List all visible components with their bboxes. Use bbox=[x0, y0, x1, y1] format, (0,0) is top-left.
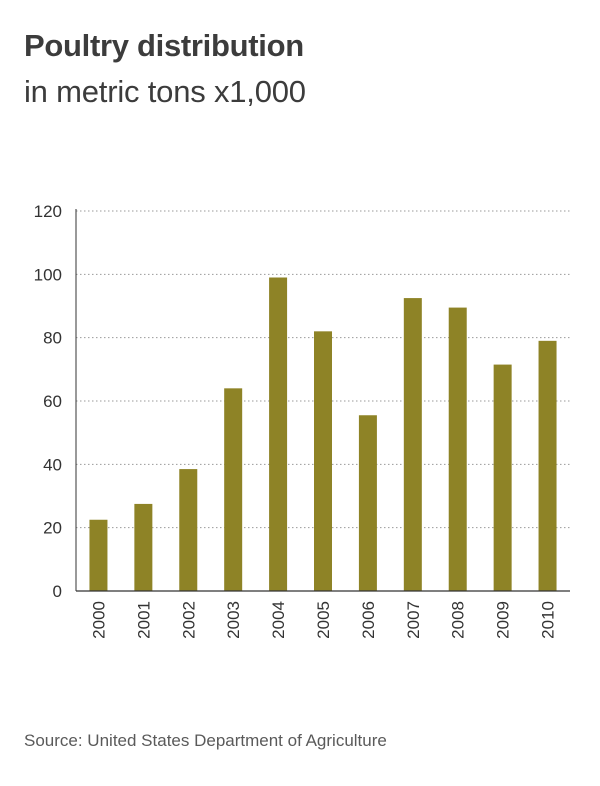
y-tick-label: 20 bbox=[43, 519, 62, 538]
chart-title: Poultry distribution bbox=[24, 28, 304, 63]
bar bbox=[493, 364, 512, 591]
bar bbox=[179, 469, 198, 591]
x-tick-label: 2005 bbox=[314, 601, 333, 639]
x-tick-label: 2010 bbox=[539, 601, 558, 639]
y-tick-label: 60 bbox=[43, 392, 62, 411]
bar-chart: 0 20 40 60 80 100 120 2000 2001 2002 2003 2004 2005 2… bbox=[34, 202, 570, 639]
y-tick-label: 80 bbox=[43, 329, 62, 348]
bar bbox=[358, 415, 377, 591]
x-tick-label: 2009 bbox=[494, 601, 513, 639]
x-tick-label: 2001 bbox=[134, 601, 153, 639]
bar bbox=[224, 388, 243, 591]
x-tick-label: 2000 bbox=[89, 601, 108, 639]
x-tick-label: 2007 bbox=[404, 601, 423, 639]
bar bbox=[134, 503, 153, 591]
y-tick-label: 100 bbox=[34, 265, 62, 284]
bar bbox=[89, 519, 108, 591]
x-tick-label: 2006 bbox=[359, 601, 378, 639]
x-tick-label: 2008 bbox=[449, 601, 468, 639]
bar bbox=[314, 331, 332, 591]
x-tick-label: 2003 bbox=[224, 601, 243, 639]
y-tick-label: 120 bbox=[34, 202, 62, 221]
x-tick-label: 2004 bbox=[269, 601, 288, 639]
source-note: Source: United States Department of Agri… bbox=[24, 731, 387, 750]
bar bbox=[538, 340, 557, 591]
bar bbox=[448, 307, 467, 591]
y-tick-label: 40 bbox=[43, 455, 62, 474]
chart-subtitle: in metric tons x1,000 bbox=[24, 74, 306, 109]
x-tick-label: 2002 bbox=[179, 601, 198, 639]
bar bbox=[269, 277, 288, 591]
y-tick-label: 0 bbox=[53, 582, 62, 601]
bar bbox=[403, 298, 422, 591]
